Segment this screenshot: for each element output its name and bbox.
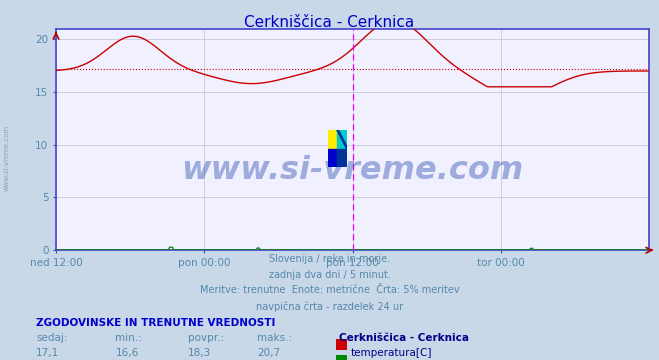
Text: 17,1: 17,1 xyxy=(36,348,59,359)
Text: Cerkniščica - Cerknica: Cerkniščica - Cerknica xyxy=(339,333,469,343)
Text: Cerkniščica - Cerknica: Cerkniščica - Cerknica xyxy=(244,15,415,30)
Text: Slovenija / reke in morje.: Slovenija / reke in morje. xyxy=(269,254,390,264)
Text: temperatura[C]: temperatura[C] xyxy=(351,348,432,359)
Text: povpr.:: povpr.: xyxy=(188,333,224,343)
Text: 16,6: 16,6 xyxy=(115,348,138,359)
Text: maks.:: maks.: xyxy=(257,333,292,343)
Text: 18,3: 18,3 xyxy=(188,348,211,359)
Bar xyxy=(337,130,347,148)
Bar xyxy=(328,148,337,167)
Text: ZGODOVINSKE IN TRENUTNE VREDNOSTI: ZGODOVINSKE IN TRENUTNE VREDNOSTI xyxy=(36,318,275,328)
Text: www.si-vreme.com: www.si-vreme.com xyxy=(181,155,524,186)
Text: Meritve: trenutne  Enote: metrične  Črta: 5% meritev: Meritve: trenutne Enote: metrične Črta: … xyxy=(200,285,459,296)
Text: www.si-vreme.com: www.si-vreme.com xyxy=(3,125,10,192)
Text: min.:: min.: xyxy=(115,333,142,343)
Bar xyxy=(328,130,337,148)
Text: 20,7: 20,7 xyxy=(257,348,280,359)
Text: navpična črta - razdelek 24 ur: navpična črta - razdelek 24 ur xyxy=(256,301,403,312)
Bar xyxy=(337,148,347,167)
Text: zadnja dva dni / 5 minut.: zadnja dva dni / 5 minut. xyxy=(269,270,390,280)
Text: sedaj:: sedaj: xyxy=(36,333,68,343)
